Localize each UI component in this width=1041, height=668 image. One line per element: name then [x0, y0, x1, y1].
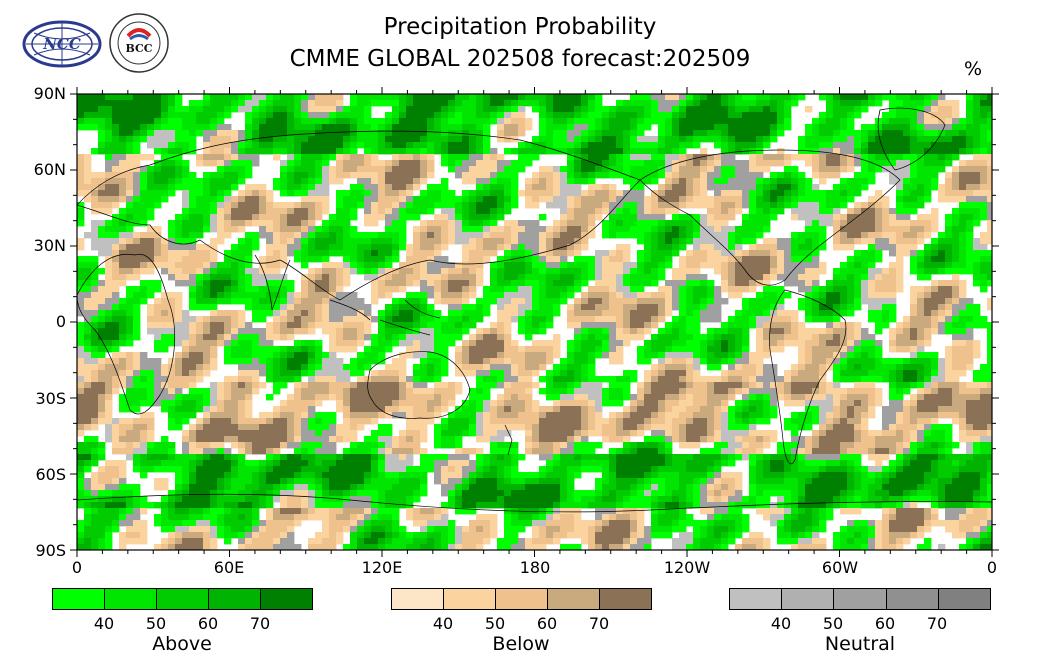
- colorbar-swatch-3: [834, 589, 887, 609]
- lat-label-60n: 60N: [33, 160, 66, 179]
- lon-label-60e: 60E: [213, 558, 245, 577]
- colorbar-swatch-5: [261, 589, 312, 609]
- colorbar-neutral-tick: 70: [926, 614, 948, 633]
- ncc-logo: NCC: [22, 20, 102, 68]
- colorbar-below: [391, 588, 652, 610]
- svg-text:BCC: BCC: [125, 42, 152, 55]
- lat-label-90s: 90S: [35, 541, 66, 560]
- svg-text:NCC: NCC: [42, 35, 81, 53]
- lat-label-30s: 30S: [35, 389, 66, 408]
- colorbar-neutral-tick: 60: [874, 614, 896, 633]
- colorbar-swatch-3: [157, 589, 209, 609]
- colorbar-swatch-3: [496, 589, 548, 609]
- colorbar-above-tick: 70: [249, 614, 271, 633]
- lon-label-120w: 120W: [663, 558, 711, 577]
- lat-label-60s: 60S: [35, 465, 66, 484]
- lon-label-180: 180: [519, 558, 551, 577]
- colorbar-swatch-1: [730, 589, 783, 609]
- title-line-1: Precipitation Probability: [383, 14, 657, 40]
- colorbar-neutral: [729, 588, 991, 610]
- colorbar-below-tick: 70: [588, 614, 610, 633]
- lat-label-90n: 90N: [33, 84, 66, 103]
- lon-label-120e: 120E: [361, 558, 403, 577]
- colorbar-above-tick: 60: [197, 614, 219, 633]
- lat-label-30n: 30N: [33, 236, 66, 255]
- colorbar-swatch-1: [392, 589, 444, 609]
- colorbar-neutral-tick: 50: [822, 614, 844, 633]
- axis-ticks: [70, 87, 999, 557]
- colorbar-swatch-4: [209, 589, 261, 609]
- colorbar-swatch-1: [53, 589, 105, 609]
- colorbar-below-label: Below: [492, 633, 550, 655]
- colorbar-swatch-4: [886, 589, 939, 609]
- lon-label-0-east: 0: [986, 558, 998, 577]
- lon-label-0: 0: [71, 558, 83, 577]
- colorbar-above: [52, 588, 313, 610]
- colorbar-below-tick: 60: [536, 614, 558, 633]
- colorbar-neutral-label: Neutral: [824, 633, 896, 655]
- lon-label-60w: 60W: [821, 558, 859, 577]
- bcc-logo: BCC: [109, 13, 169, 73]
- colorbar-swatch-5: [938, 589, 991, 609]
- unit-label: %: [964, 58, 983, 80]
- title-line-2: CMME GLOBAL 202508 forecast:202509: [289, 46, 751, 72]
- lat-label-0: 0: [55, 312, 66, 331]
- colorbar-below-tick: 40: [432, 614, 454, 633]
- colorbar-neutral-tick: 40: [770, 614, 792, 633]
- colorbar-swatch-2: [105, 589, 157, 609]
- probability-field: [77, 94, 992, 550]
- colorbar-swatch-4: [548, 589, 600, 609]
- colorbar-above-tick: 40: [93, 614, 115, 633]
- colorbar-swatch-2: [782, 589, 835, 609]
- colorbar-above-label: Above: [152, 633, 212, 655]
- colorbar-above-tick: 50: [145, 614, 167, 633]
- coastlines: [77, 107, 992, 513]
- colorbar-swatch-2: [444, 589, 496, 609]
- colorbar-below-tick: 50: [484, 614, 506, 633]
- colorbar-swatch-5: [600, 589, 651, 609]
